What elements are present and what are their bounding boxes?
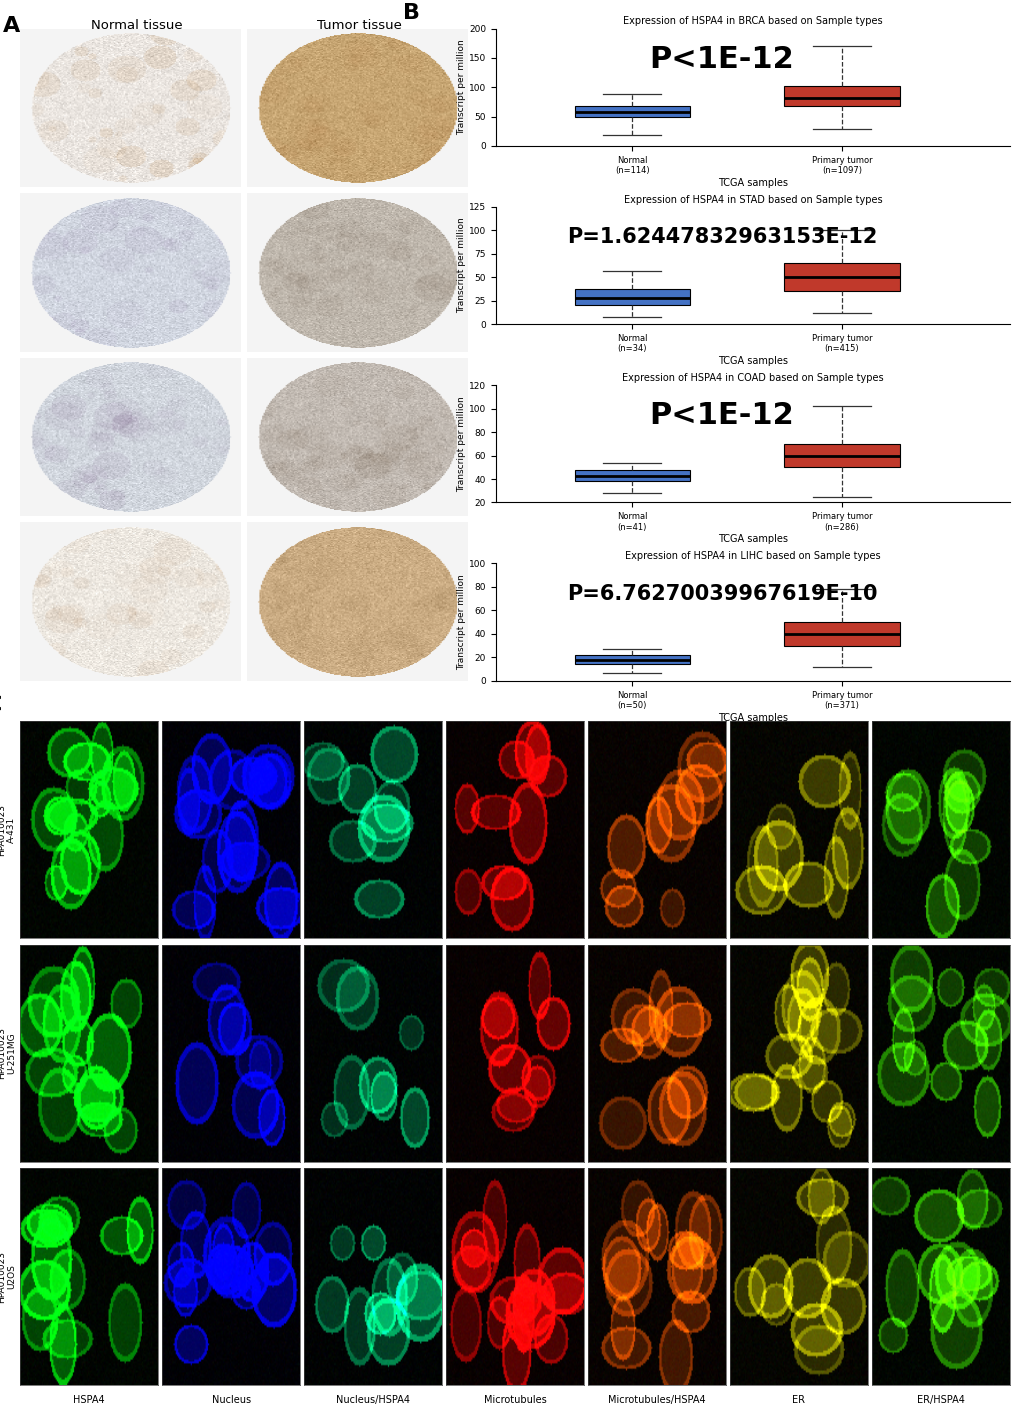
Text: C: C	[0, 695, 2, 715]
Text: P<1E-12: P<1E-12	[649, 44, 794, 74]
Y-axis label: Transcript per million: Transcript per million	[457, 40, 466, 136]
PathPatch shape	[574, 288, 689, 306]
X-axis label: TCGA samples: TCGA samples	[717, 177, 787, 187]
Title: Expression of HSPA4 in COAD based on Sample types: Expression of HSPA4 in COAD based on Sam…	[622, 373, 882, 383]
Text: ER/HSPA4: ER/HSPA4	[916, 1395, 964, 1405]
X-axis label: TCGA samples: TCGA samples	[717, 713, 787, 723]
Title: Expression of HSPA4 in BRCA based on Sample types: Expression of HSPA4 in BRCA based on Sam…	[623, 16, 881, 26]
PathPatch shape	[784, 444, 899, 467]
Text: Microtubules: Microtubules	[483, 1395, 546, 1405]
Title: Expression of HSPA4 in STAD based on Sample types: Expression of HSPA4 in STAD based on Sam…	[623, 194, 881, 204]
Y-axis label: HPA010023
U-251MG: HPA010023 U-251MG	[0, 1027, 16, 1080]
PathPatch shape	[784, 263, 899, 291]
X-axis label: TCGA samples: TCGA samples	[717, 356, 787, 366]
PathPatch shape	[574, 470, 689, 481]
Text: Microtubules/HSPA4: Microtubules/HSPA4	[607, 1395, 705, 1405]
Y-axis label: Transcript per million: Transcript per million	[457, 396, 466, 491]
Y-axis label: HPA010023
A-431: HPA010023 A-431	[0, 804, 16, 855]
X-axis label: TCGA samples: TCGA samples	[717, 534, 787, 544]
PathPatch shape	[784, 623, 899, 645]
Text: Nucleus: Nucleus	[212, 1395, 251, 1405]
Title: Expression of HSPA4 in LIHC based on Sample types: Expression of HSPA4 in LIHC based on Sam…	[625, 551, 879, 561]
Text: P=1.62447832963153E-12: P=1.62447832963153E-12	[567, 227, 876, 247]
Text: P<1E-12: P<1E-12	[649, 401, 794, 430]
Text: HSPA4: HSPA4	[73, 1395, 105, 1405]
PathPatch shape	[784, 86, 899, 106]
PathPatch shape	[574, 655, 689, 664]
Text: ER: ER	[792, 1395, 805, 1405]
Text: Tumor tissue: Tumor tissue	[317, 19, 401, 31]
Text: P=6.76270039967619E-10: P=6.76270039967619E-10	[567, 584, 876, 604]
Text: B: B	[403, 3, 420, 23]
Text: A: A	[2, 16, 19, 36]
Y-axis label: Transcript per million: Transcript per million	[457, 574, 466, 670]
Y-axis label: HPA010023
U2OS: HPA010023 U2OS	[0, 1251, 16, 1302]
Text: Normal tissue: Normal tissue	[91, 19, 182, 31]
Text: Nucleus/HSPA4: Nucleus/HSPA4	[336, 1395, 410, 1405]
PathPatch shape	[574, 106, 689, 117]
Y-axis label: Transcript per million: Transcript per million	[457, 217, 466, 313]
